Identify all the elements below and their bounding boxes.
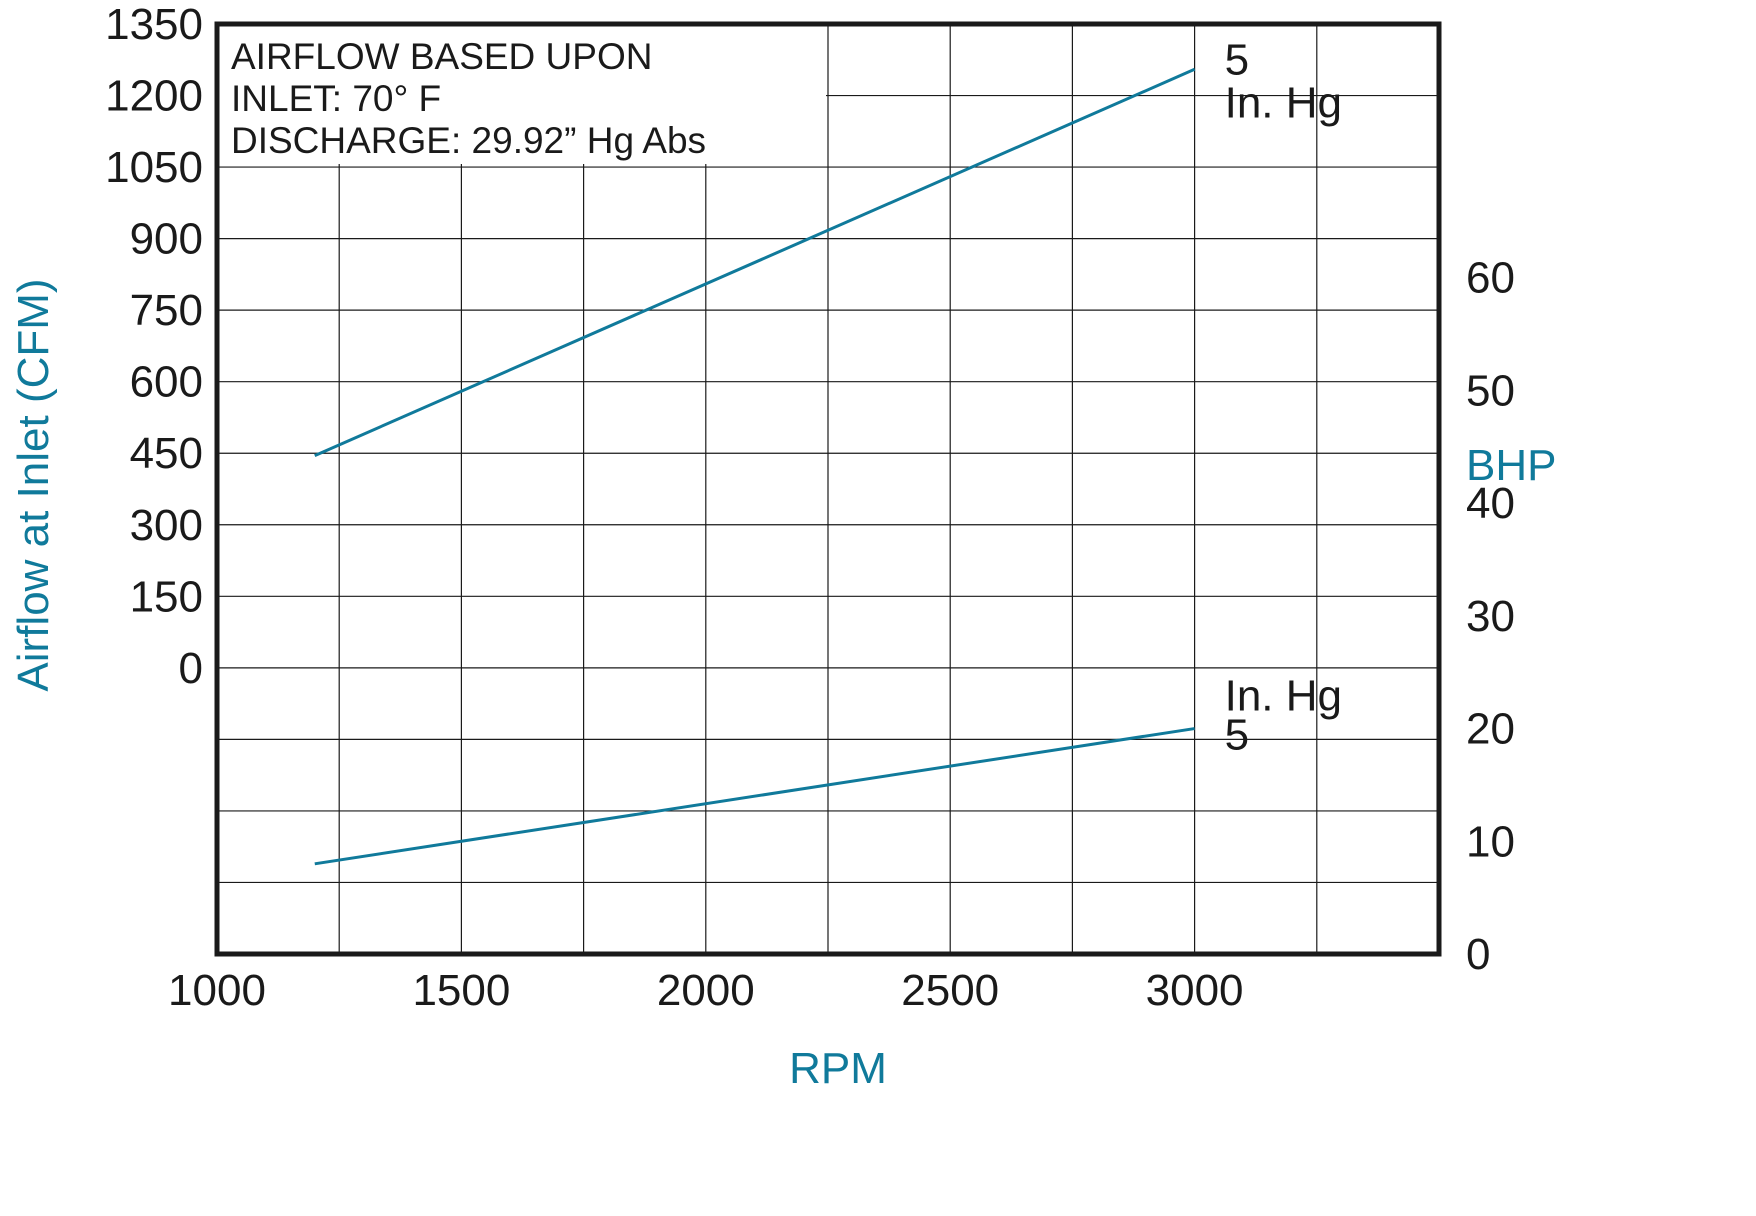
y-right-axis-title: BHP [1466, 441, 1556, 490]
y-left-tick-label: 1050 [105, 143, 203, 192]
y-right-tick-label: 40 [1466, 479, 1515, 528]
grid-lines [217, 24, 1439, 954]
y-left-tick-label: 300 [130, 501, 203, 550]
series-label-unit: In. Hg [1225, 78, 1342, 127]
y-left-tick-label: 600 [130, 358, 203, 407]
y-left-tick-label: 900 [130, 215, 203, 264]
x-tick-label: 1500 [412, 966, 510, 1015]
y-left-tick-labels: 1350 1200 1050 900 750 600 450 300 150 0 [105, 0, 203, 693]
y-left-tick-label: 1200 [105, 72, 203, 121]
x-tick-label: 2500 [901, 966, 999, 1015]
x-tick-label: 2000 [657, 966, 755, 1015]
y-left-tick-label: 1350 [105, 0, 203, 49]
x-tick-label: 1000 [168, 966, 266, 1015]
series-line-1 [314, 67, 1196, 457]
y-left-axis-title: Airflow at Inlet (CFM) [9, 278, 58, 691]
y-right-tick-label: 20 [1466, 705, 1515, 754]
annotation-background [219, 26, 826, 164]
series-label-value: 5 [1225, 35, 1249, 84]
y-left-tick-label: 450 [130, 429, 203, 478]
x-axis-title: RPM [789, 1044, 887, 1093]
y-right-tick-label: 10 [1466, 817, 1515, 866]
x-tick-labels: 1000 1500 2000 2500 3000 [168, 966, 1243, 1015]
y-right-tick-label: 0 [1466, 930, 1490, 979]
y-right-tick-label: 50 [1466, 366, 1515, 415]
series-label-value: 5 [1225, 711, 1249, 760]
x-tick-label: 3000 [1146, 966, 1244, 1015]
y-right-tick-labels: 60 50 40 30 20 10 0 [1466, 254, 1515, 979]
annotation-line: INLET: 70° F [231, 78, 441, 119]
annotation-line: AIRFLOW BASED UPON [231, 36, 652, 77]
series-line-2 [314, 727, 1195, 866]
annotation-line: DISCHARGE: 29.92” Hg Abs [231, 120, 706, 161]
y-left-tick-label: 750 [130, 286, 203, 335]
y-right-tick-label: 60 [1466, 254, 1515, 303]
y-left-tick-label: 150 [130, 572, 203, 621]
series-lines [314, 67, 1196, 866]
y-right-tick-label: 30 [1466, 592, 1515, 641]
plot-frame [214, 21, 1442, 957]
series-label-unit: In. Hg [1225, 672, 1342, 721]
y-left-tick-label: 0 [179, 644, 203, 693]
